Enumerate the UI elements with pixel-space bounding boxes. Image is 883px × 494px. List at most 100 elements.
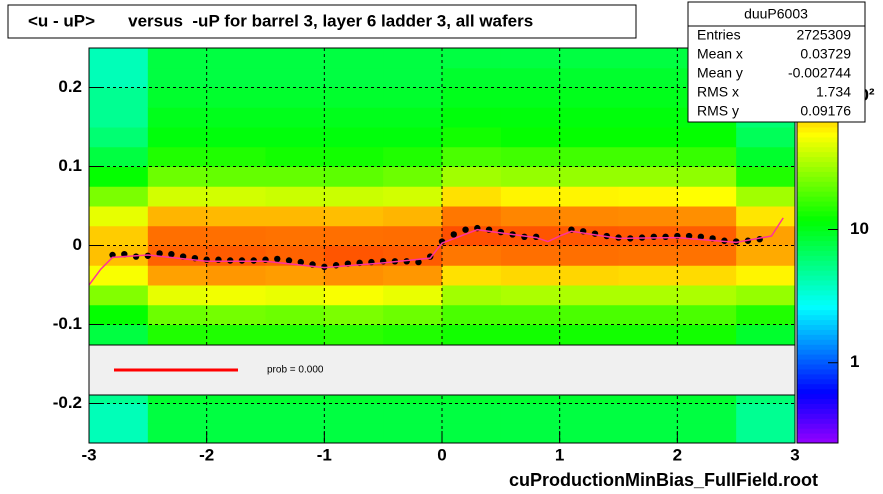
footer: cuProductionMinBias_FullField.root — [509, 470, 818, 490]
heatmap-cell — [265, 245, 325, 266]
heatmap-cell — [265, 225, 325, 246]
heatmap-cell — [383, 87, 443, 108]
heatmap-cell — [89, 245, 149, 266]
heatmap-cell — [442, 245, 502, 266]
heatmap-cell — [206, 265, 266, 286]
profile-point — [462, 226, 469, 233]
x-tick-label: 1 — [555, 445, 564, 464]
y-tick-label: 0 — [73, 235, 82, 254]
heatmap-cell — [677, 285, 737, 306]
heatmap-cell — [559, 285, 619, 306]
heatmap-cell — [89, 48, 149, 69]
heatmap-cell — [147, 206, 208, 227]
heatmap-cell — [206, 186, 266, 207]
heatmap-cell — [677, 245, 737, 266]
heatmap-cell — [265, 206, 325, 227]
color-bar-step — [797, 378, 838, 385]
heatmap-cell — [618, 107, 678, 128]
heatmap-cell — [618, 48, 678, 69]
heatmap-cell — [442, 186, 502, 207]
heatmap-cell — [265, 265, 325, 286]
heatmap-cell — [618, 166, 678, 187]
heatmap-cell — [324, 265, 384, 286]
heatmap-cell — [442, 107, 502, 128]
heatmap-cell — [206, 107, 266, 128]
profile-point — [321, 263, 328, 271]
heatmap-cell — [147, 166, 208, 187]
color-bar-step — [797, 210, 838, 217]
color-bar-step — [797, 171, 838, 177]
heatmap-cell — [324, 324, 384, 345]
heatmap-cell — [265, 285, 325, 306]
heatmap-cell — [442, 285, 502, 306]
heatmap-cell — [206, 225, 266, 246]
stats-value: 0.09176 — [800, 103, 851, 119]
heatmap-cell — [324, 403, 384, 424]
heatmap-cell — [442, 67, 502, 88]
heatmap-cell — [618, 245, 678, 266]
heatmap-cell — [147, 324, 208, 345]
heatmap-cell — [500, 48, 561, 69]
fit-line — [88, 217, 784, 286]
heatmap-cell — [265, 166, 325, 187]
heatmap-cell — [559, 265, 619, 286]
heatmap-cell — [89, 186, 149, 207]
heatmap-cell — [442, 403, 502, 424]
heatmap-cell — [500, 403, 561, 424]
heatmap-cell — [324, 48, 384, 69]
heatmap-cell — [324, 87, 384, 108]
heatmap-cell — [147, 48, 208, 69]
heatmap-cell — [383, 166, 443, 187]
heatmap-cell — [324, 225, 384, 246]
color-bar-step — [797, 359, 838, 365]
heatmap-cell — [206, 146, 266, 167]
title-box — [7, 4, 637, 39]
color-bar-step — [797, 339, 838, 345]
heatmap-cell — [559, 127, 619, 148]
heatmap-cell — [147, 87, 208, 108]
color-bar-step — [797, 373, 838, 380]
y-tick-label: -0.1 — [53, 314, 82, 333]
color-bar-step — [797, 186, 838, 192]
heatmap-cell — [500, 324, 561, 345]
heatmap-cell — [147, 225, 208, 246]
heatmap-cell — [736, 206, 796, 227]
profile-point — [227, 257, 234, 264]
color-bar-step — [797, 299, 838, 306]
heatmap-cell — [147, 265, 208, 286]
x-tick-label: 0 — [437, 445, 446, 464]
heatmap-cell — [500, 265, 561, 286]
heatmap-cell — [383, 67, 443, 88]
heatmap-cell — [736, 324, 796, 345]
color-bar-step — [797, 181, 838, 187]
heatmap-cell — [618, 304, 678, 325]
profile-point — [274, 255, 281, 263]
color-bar-step — [797, 324, 838, 330]
heatmap-cell — [442, 206, 502, 227]
heatmap-cell — [89, 285, 149, 306]
heatmap-cell — [206, 206, 266, 227]
heatmap-cell — [442, 324, 502, 345]
y-tick-label: -0.2 — [53, 393, 82, 412]
color-bar-step — [797, 196, 838, 202]
profile-point — [250, 257, 257, 264]
color-bar-step — [797, 161, 838, 167]
heatmap-cell — [89, 403, 149, 424]
heatmap-cell — [383, 324, 443, 345]
x-tick-label: 3 — [790, 445, 799, 464]
heatmap-cell — [206, 324, 266, 345]
profile-point — [650, 233, 657, 241]
color-bar-step — [797, 201, 838, 207]
color-bar-step — [797, 398, 838, 404]
profile-point — [662, 233, 669, 241]
heatmap-cell — [677, 423, 737, 444]
color-bar-step — [797, 176, 838, 182]
heatmap-cell — [206, 403, 266, 424]
stats-label: RMS y — [697, 103, 739, 119]
heatmap-cell — [677, 403, 737, 424]
heatmap-cell — [677, 146, 737, 167]
heatmap-cell — [383, 285, 443, 306]
heatmap-cell — [147, 285, 208, 306]
x-tick-label: -3 — [81, 445, 96, 464]
heatmap-cell — [442, 304, 502, 325]
